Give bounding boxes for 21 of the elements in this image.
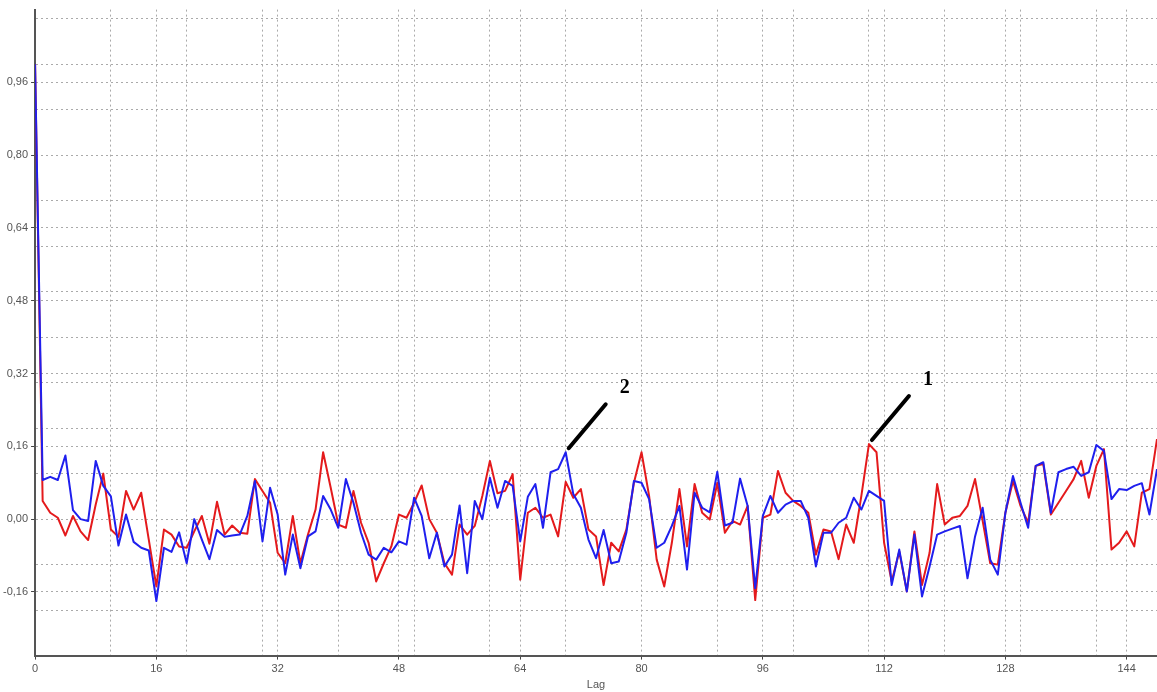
y-tick-label: 0,16 [6, 439, 29, 452]
x-tick-label: 144 [1117, 662, 1136, 675]
x-tick-label: 0 [32, 662, 39, 675]
x-tick-label: 80 [635, 662, 648, 675]
x-tick-label: 64 [514, 662, 527, 675]
x-tick-label: 112 [875, 662, 893, 675]
y-tick-label: -0,16 [2, 584, 29, 597]
x-axis-title: Lag [586, 678, 606, 691]
annotation: 2 [619, 375, 630, 398]
y-tick-label: 0,00 [6, 512, 29, 525]
x-tick-label: 128 [996, 662, 1015, 675]
annotation: 1 [922, 367, 933, 390]
x-tick-label: 32 [271, 662, 284, 675]
y-tick-label: 0,48 [6, 293, 29, 306]
x-tick-label: 48 [392, 662, 406, 675]
x-tick-label: 16 [150, 662, 163, 675]
x-tick-label: 96 [756, 662, 769, 675]
y-tick-label: 0,96 [6, 75, 29, 88]
y-tick-label: 0,80 [6, 148, 29, 161]
y-tick-label: 0,64 [6, 221, 29, 233]
y-tick-label: 0,32 [6, 366, 29, 379]
